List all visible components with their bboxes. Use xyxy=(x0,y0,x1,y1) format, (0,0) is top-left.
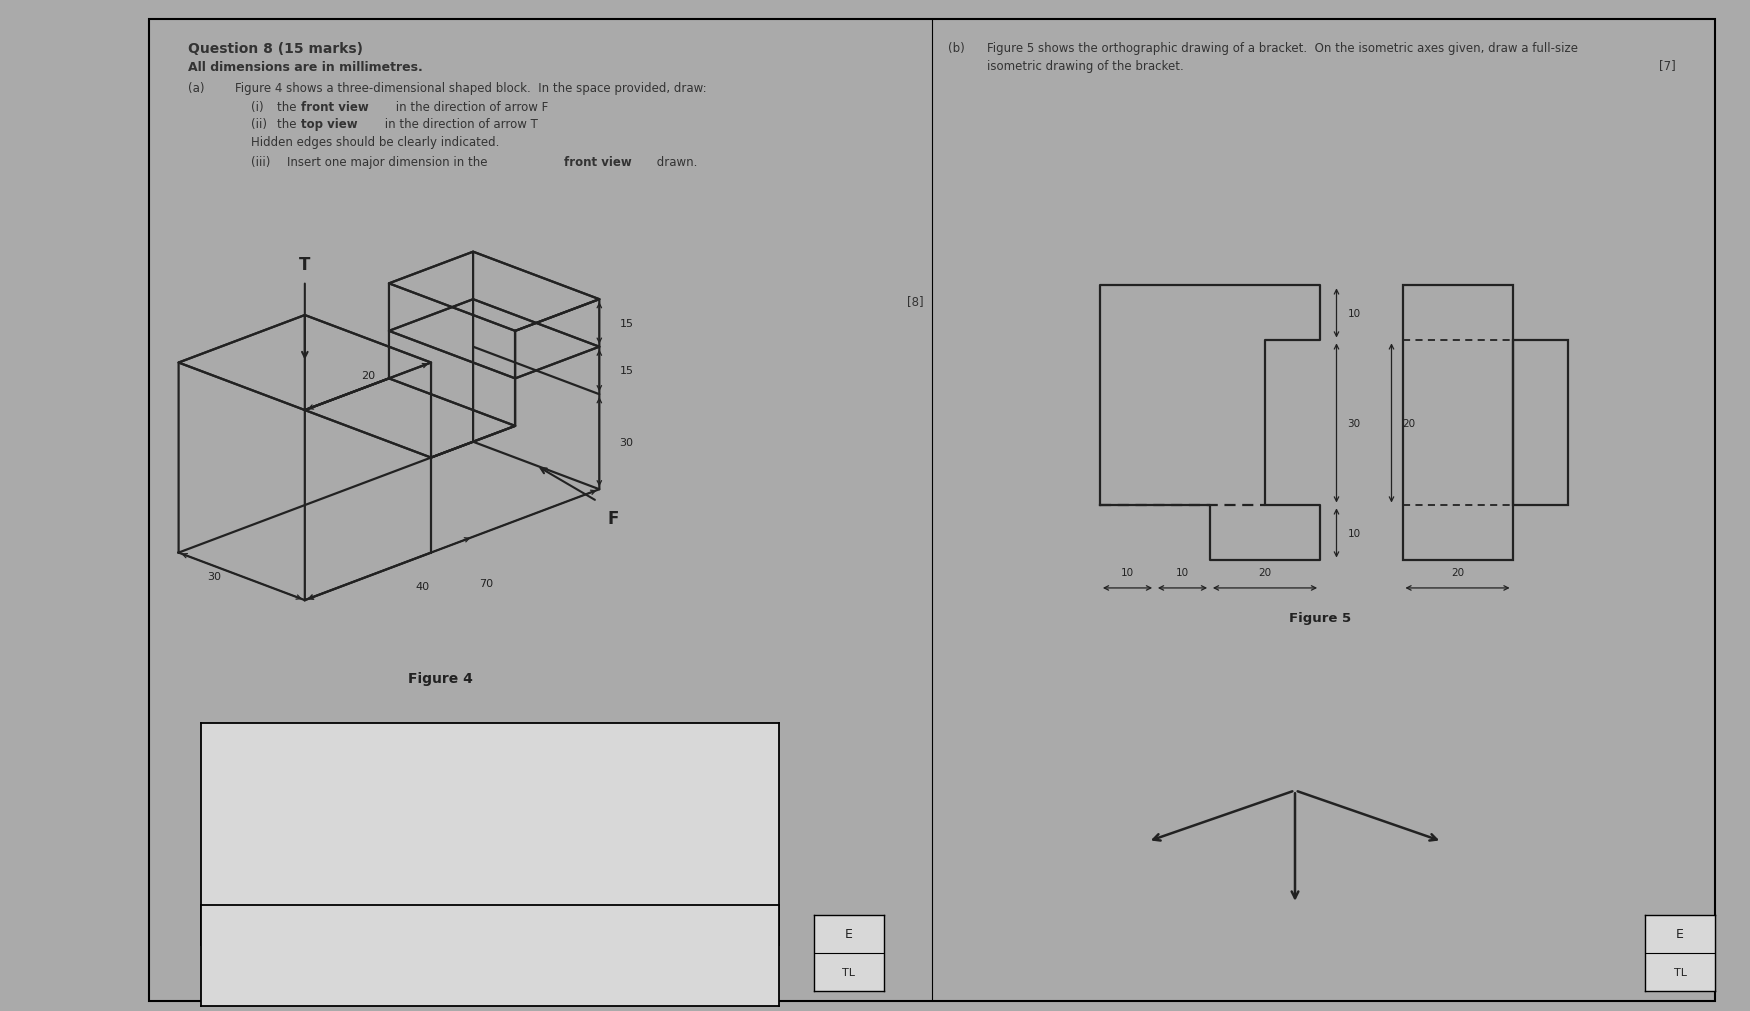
Text: (b): (b) xyxy=(947,41,964,55)
Text: Figure 4: Figure 4 xyxy=(408,671,472,685)
Text: (ii): (ii) xyxy=(250,118,266,131)
Text: E: E xyxy=(845,927,852,940)
Text: 15: 15 xyxy=(620,318,634,329)
Text: 20: 20 xyxy=(1451,567,1465,577)
Text: 30: 30 xyxy=(206,572,220,581)
Text: [8]: [8] xyxy=(908,295,924,307)
Text: (a): (a) xyxy=(187,82,205,95)
Text: 10: 10 xyxy=(1348,308,1362,318)
Text: 20: 20 xyxy=(1258,567,1272,577)
Text: Hidden edges should be clearly indicated.: Hidden edges should be clearly indicated… xyxy=(250,135,499,149)
Text: 20: 20 xyxy=(360,371,374,381)
Text: Figure 4 shows a three-dimensional shaped block.  In the space provided, draw:: Figure 4 shows a three-dimensional shape… xyxy=(234,82,707,95)
Text: the: the xyxy=(276,101,301,113)
Text: 30: 30 xyxy=(620,438,634,447)
Text: isometric drawing of the bracket.: isometric drawing of the bracket. xyxy=(987,60,1183,73)
Text: top view: top view xyxy=(301,118,357,131)
Text: 70: 70 xyxy=(480,578,494,588)
Text: 15: 15 xyxy=(620,366,634,376)
Text: (iii): (iii) xyxy=(250,156,270,169)
Text: in the direction of arrow F: in the direction of arrow F xyxy=(392,101,548,113)
Text: front view: front view xyxy=(301,101,369,113)
Text: TL: TL xyxy=(1673,967,1687,977)
Text: Front view: Front view xyxy=(458,955,522,969)
Text: (i): (i) xyxy=(250,101,262,113)
Text: the: the xyxy=(276,118,301,131)
Text: 40: 40 xyxy=(416,582,430,591)
Bar xyxy=(1512,341,1568,506)
Text: Question 8 (15 marks): Question 8 (15 marks) xyxy=(187,41,362,56)
Text: All dimensions are in millimetres.: All dimensions are in millimetres. xyxy=(187,62,424,75)
Text: 20: 20 xyxy=(1402,419,1416,429)
Text: 10: 10 xyxy=(1122,567,1134,577)
Text: TL: TL xyxy=(842,967,856,977)
Text: 10: 10 xyxy=(1348,529,1362,539)
Text: 30: 30 xyxy=(1348,419,1362,429)
Text: T: T xyxy=(299,256,310,274)
Text: E: E xyxy=(1676,927,1684,940)
Text: drawn.: drawn. xyxy=(653,156,698,169)
Text: F: F xyxy=(607,510,620,528)
Bar xyxy=(1402,286,1512,561)
Text: Insert one major dimension in the: Insert one major dimension in the xyxy=(287,156,490,169)
Text: 10: 10 xyxy=(1176,567,1188,577)
Text: in the direction of arrow T: in the direction of arrow T xyxy=(380,118,537,131)
Text: front view: front view xyxy=(564,156,632,169)
Text: [7]: [7] xyxy=(1659,60,1676,73)
Text: Figure 5: Figure 5 xyxy=(1290,612,1351,625)
Text: Figure 5 shows the orthographic drawing of a bracket.  On the isometric axes giv: Figure 5 shows the orthographic drawing … xyxy=(987,41,1578,55)
